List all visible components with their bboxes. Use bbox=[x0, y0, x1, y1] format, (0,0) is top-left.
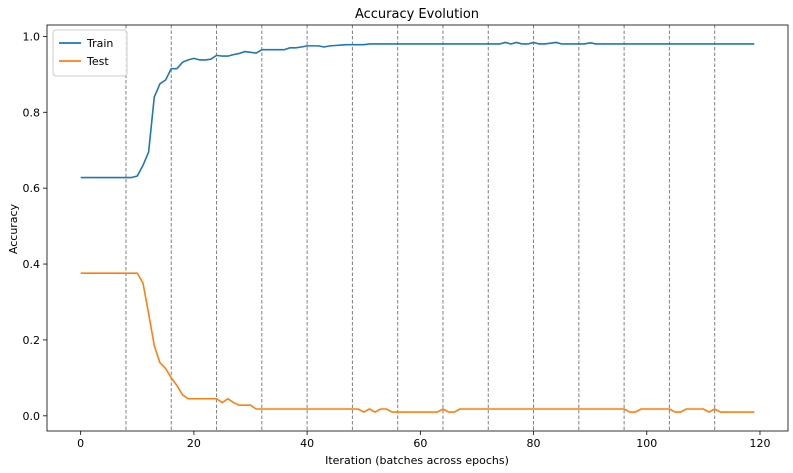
series-line-train bbox=[80, 41, 755, 179]
x-tick-label: 60 bbox=[413, 437, 427, 450]
epoch-boundary-lines bbox=[125, 25, 716, 431]
legend-label-train: Train bbox=[86, 37, 113, 50]
x-tick-label: 0 bbox=[77, 437, 84, 450]
legend-label-test: Test bbox=[86, 55, 109, 68]
x-tick-label: 100 bbox=[636, 437, 657, 450]
y-tick-label: 0.0 bbox=[23, 410, 41, 423]
y-tick-label: 0.2 bbox=[23, 334, 41, 347]
plot-frame bbox=[46, 24, 789, 432]
chart-title: Accuracy Evolution bbox=[355, 7, 479, 22]
y-axis-ticks: 0.0 0.2 0.4 0.6 0.8 1.0 bbox=[23, 30, 47, 423]
series-lines bbox=[80, 41, 755, 413]
legend: Train Test bbox=[52, 29, 128, 77]
series-line-test bbox=[80, 272, 755, 413]
x-axis-label: Iteration (batches across epochs) bbox=[325, 454, 509, 467]
y-tick-label: 0.8 bbox=[23, 106, 41, 119]
x-tick-label: 120 bbox=[749, 437, 770, 450]
y-tick-label: 0.6 bbox=[23, 182, 41, 195]
x-tick-label: 40 bbox=[300, 437, 314, 450]
x-tick-label: 80 bbox=[527, 437, 541, 450]
x-axis-ticks: 0 20 40 60 80 100 120 bbox=[77, 431, 770, 450]
x-tick-label: 20 bbox=[187, 437, 201, 450]
legend-box bbox=[52, 29, 128, 77]
y-tick-label: 0.4 bbox=[23, 258, 41, 271]
y-axis-label: Accuracy bbox=[7, 203, 20, 254]
y-tick-label: 1.0 bbox=[23, 30, 41, 43]
